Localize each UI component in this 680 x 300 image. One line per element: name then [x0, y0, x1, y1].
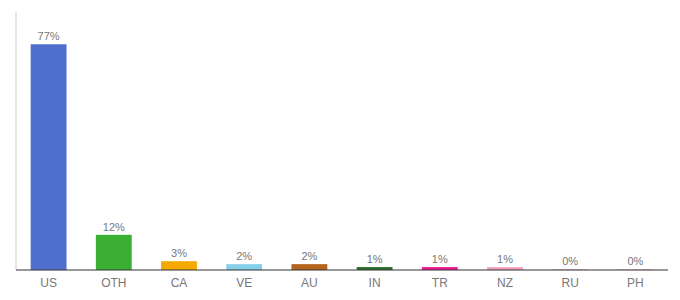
x-tick-label: TR — [432, 276, 448, 290]
bar — [96, 235, 132, 270]
bar — [31, 44, 67, 270]
bars — [31, 44, 654, 270]
data-label: 12% — [103, 221, 125, 233]
x-tick-labels: US OTH CA VE AU IN TR NZ RU PH — [40, 276, 643, 290]
plot-area — [16, 12, 668, 270]
x-tick-label: US — [40, 276, 57, 290]
bar — [161, 261, 197, 270]
data-label: 2% — [301, 250, 317, 262]
chart-container: 77% 12% 3% 2% 2% 1% 1% 1% 0% 0% US OTH CA VE AU IN TR NZ R… — [0, 0, 680, 300]
x-tick-label: IN — [369, 276, 381, 290]
x-tick-label: VE — [236, 276, 252, 290]
x-tick-label: PH — [627, 276, 644, 290]
x-tick-label: CA — [171, 276, 188, 290]
data-label: 2% — [236, 250, 252, 262]
chart: 77% 12% 3% 2% 2% 1% 1% 1% 0% 0% US OTH CA VE AU IN TR NZ R… — [0, 0, 680, 300]
x-tick-label: NZ — [497, 276, 513, 290]
data-label: 0% — [627, 255, 643, 267]
x-axis-line — [16, 270, 668, 271]
data-label: 3% — [171, 247, 187, 259]
x-tick-label: RU — [562, 276, 579, 290]
data-label: 77% — [38, 30, 60, 42]
bar — [226, 264, 262, 270]
data-label: 1% — [432, 253, 448, 265]
data-label: 1% — [497, 253, 513, 265]
x-tick-label: AU — [301, 276, 318, 290]
bar — [291, 264, 327, 270]
data-label: 0% — [562, 255, 578, 267]
data-labels: 77% 12% 3% 2% 2% 1% 1% 1% 0% 0% — [38, 30, 644, 267]
data-label: 1% — [367, 253, 383, 265]
y-axis-line — [16, 12, 17, 270]
x-tick-label: OTH — [101, 276, 126, 290]
